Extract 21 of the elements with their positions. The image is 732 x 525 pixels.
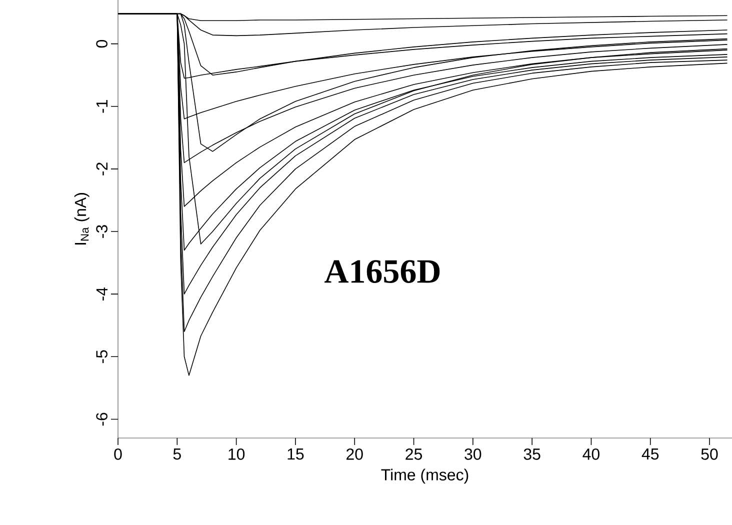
x-axis-title: Time (msec) bbox=[381, 468, 468, 484]
y-tick-label: -2 bbox=[96, 162, 108, 176]
y-tick-label: 0 bbox=[96, 40, 108, 48]
x-tick-label: 30 bbox=[464, 448, 482, 460]
x-tick-label: 15 bbox=[288, 448, 304, 460]
x-tick-label: 20 bbox=[346, 448, 363, 460]
x-tick-label: 40 bbox=[582, 448, 600, 460]
x-tick-label: 5 bbox=[173, 448, 181, 460]
x-tick-label: 10 bbox=[228, 448, 245, 460]
y-axis-title: I$_{Na}$ (nA) bbox=[74, 193, 90, 244]
y-tick-label: -3 bbox=[96, 225, 108, 238]
y-tick-label: -1 bbox=[96, 100, 108, 113]
y-tick-label: -5 bbox=[96, 350, 108, 364]
annotation: A1656D bbox=[324, 260, 440, 283]
x-tick-label: 0 bbox=[114, 448, 122, 460]
x-tick-label: 50 bbox=[701, 448, 718, 460]
y-tick-label: -4 bbox=[96, 287, 108, 300]
x-tick-label: 25 bbox=[406, 448, 422, 460]
x-tick-label: 45 bbox=[642, 448, 659, 460]
x-tick-label: 35 bbox=[524, 448, 540, 460]
y-tick-label: -6 bbox=[96, 412, 108, 426]
